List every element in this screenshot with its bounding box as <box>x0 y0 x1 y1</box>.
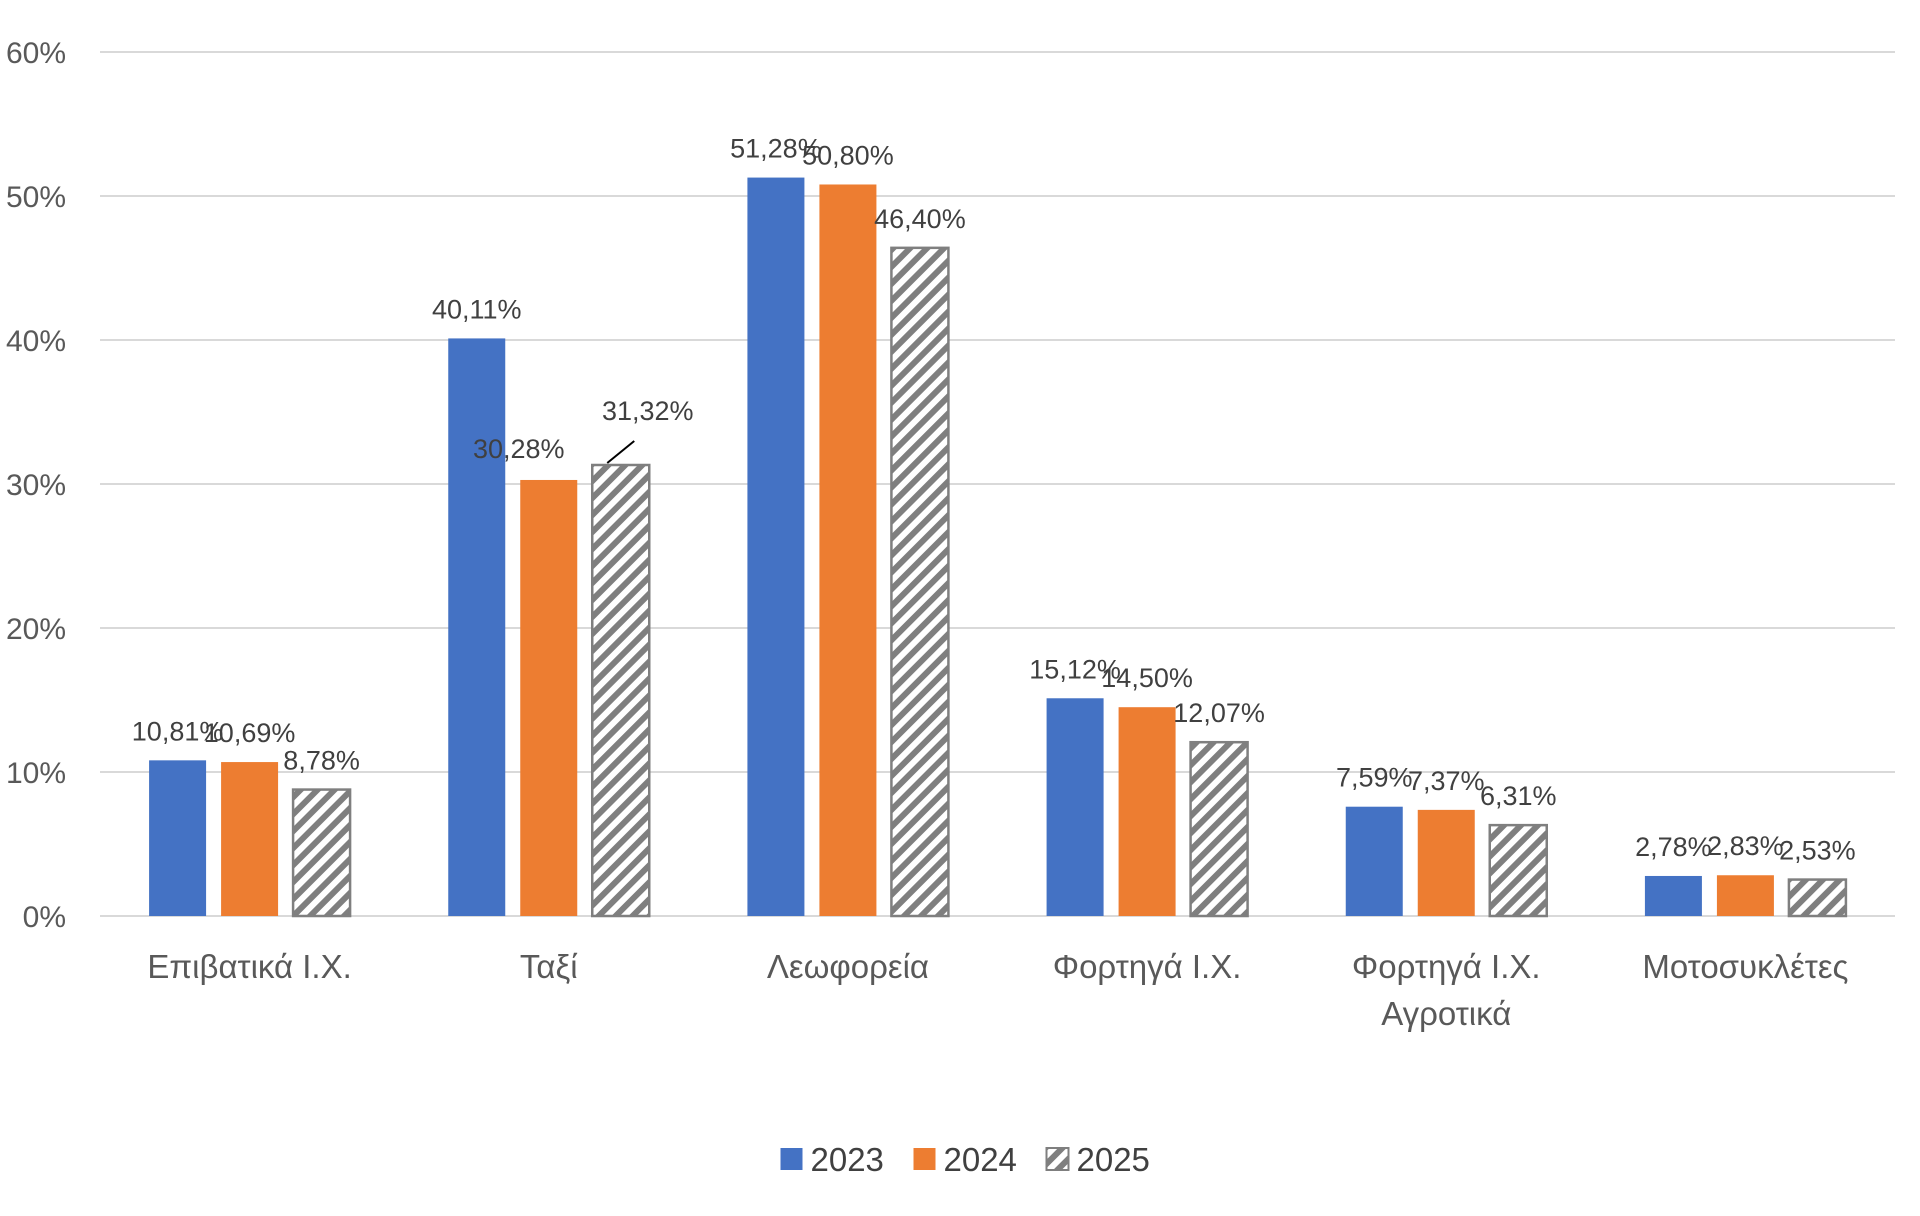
bar-2023 <box>448 338 506 916</box>
legend-swatch-2025 <box>1045 1147 1070 1171</box>
legend: 2023 2024 2025 <box>780 1141 1150 1178</box>
legend-label: 2024 <box>944 1141 1017 1178</box>
y-axis-tick-labels: 0% 10% 20% 30% 40% 50% 60% <box>6 37 66 934</box>
x-category-label: Μοτοσυκλέτες <box>1642 948 1848 985</box>
bar-2025 <box>1488 823 1548 918</box>
data-label: 10,81% <box>132 716 224 746</box>
x-category-label: Φορτηγά Ι.Χ. <box>1053 948 1242 985</box>
y-tick-label: 0% <box>23 901 66 934</box>
y-tick-label: 40% <box>6 325 66 358</box>
data-label: 2,53% <box>1779 836 1856 866</box>
data-label: 2,83% <box>1707 831 1784 861</box>
data-label: 7,37% <box>1408 766 1485 796</box>
bar-2024 <box>819 184 877 917</box>
x-category-label: Επιβατικά Ι.Χ. <box>147 948 351 985</box>
data-label-leader-line <box>606 440 635 464</box>
data-label: 2,78% <box>1635 832 1712 862</box>
y-tick-label: 10% <box>6 757 66 790</box>
bar-2023 <box>1644 875 1702 916</box>
bar-2023 <box>1046 698 1104 916</box>
gridlines <box>100 51 1895 917</box>
data-label: 7,59% <box>1336 763 1413 793</box>
data-label: 15,12% <box>1029 654 1121 684</box>
bar-2025 <box>1787 878 1848 918</box>
bar-2025 <box>1189 740 1249 918</box>
legend-label: 2023 <box>811 1141 884 1178</box>
bar-2024 <box>520 479 578 916</box>
y-tick-label: 60% <box>6 37 66 70</box>
data-label: 51,28% <box>730 134 822 164</box>
bar-2025 <box>291 788 352 918</box>
x-category-label: Λεωφορεία <box>767 948 929 985</box>
legend-swatch-2024 <box>913 1148 936 1170</box>
data-label: 8,78% <box>283 746 360 776</box>
data-labels: 10,81%10,69%8,78% 40,11% 30,28% 31,32% 51,28… <box>132 134 1856 866</box>
bar-2025 <box>591 463 651 918</box>
bar-2024 <box>221 762 279 916</box>
y-tick-label: 50% <box>6 181 66 214</box>
data-label: 6,31% <box>1480 781 1557 811</box>
data-label: 14,50% <box>1101 663 1193 693</box>
bar-2024 <box>1716 875 1774 916</box>
data-label: 40,11% <box>432 294 522 324</box>
data-label: 46,40% <box>874 204 966 234</box>
bar-2024 <box>1417 809 1475 916</box>
data-label: 10,69% <box>204 718 296 748</box>
data-label: 31,32% <box>602 396 694 426</box>
bar-2023 <box>747 177 805 916</box>
bar-2025 <box>890 246 950 918</box>
bars <box>149 177 1848 918</box>
x-category-label: Ταξί <box>520 948 578 985</box>
data-label: 12,07% <box>1173 698 1265 728</box>
legend-label: 2025 <box>1077 1141 1150 1178</box>
x-category-label: Φορτηγά Ι.Χ. Αγροτικά <box>1352 948 1541 1032</box>
data-label: 30,28% <box>473 434 565 464</box>
data-label: 50,80% <box>802 140 894 170</box>
bar-2023 <box>1345 806 1403 916</box>
y-tick-label: 20% <box>6 613 66 646</box>
bar-2023 <box>149 760 207 916</box>
bar-2024 <box>1118 707 1176 916</box>
x-axis-category-labels: Επιβατικά Ι.Χ. Ταξί Λεωφορεία Φορτηγά Ι.Χ. Φ… <box>147 948 1848 1032</box>
legend-swatch-2023 <box>780 1148 803 1170</box>
y-tick-label: 30% <box>6 469 66 502</box>
